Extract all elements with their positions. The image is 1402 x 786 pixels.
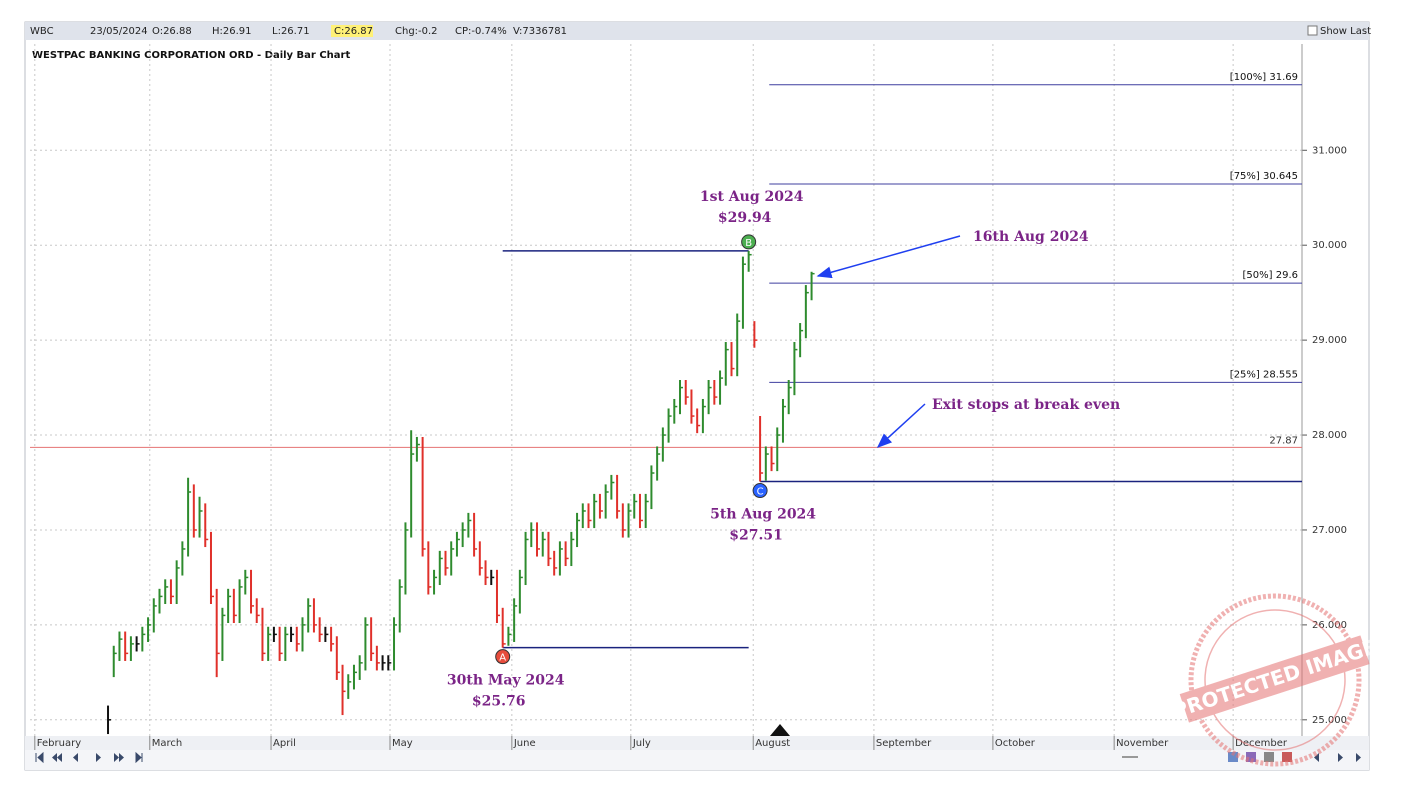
chart-title: WESTPAC BANKING CORPORATION ORD - Daily … bbox=[32, 50, 350, 61]
x-tick-label: June bbox=[513, 738, 536, 749]
point-price: $27.51 bbox=[729, 528, 783, 544]
point-date: 1st Aug 2024 bbox=[700, 189, 804, 205]
level-label: [100%] 31.69 bbox=[1230, 72, 1298, 83]
point-date: 5th Aug 2024 bbox=[710, 507, 816, 523]
change: Chg:-0.2 bbox=[395, 26, 438, 37]
current-date-marker bbox=[770, 724, 790, 736]
y-tick-label: 28.000 bbox=[1312, 430, 1347, 441]
price-line-label: 27.87 bbox=[1269, 435, 1298, 446]
nav-buttons[interactable] bbox=[35, 751, 1361, 764]
close: C:26.87 bbox=[334, 26, 373, 37]
point-marker bbox=[741, 234, 757, 250]
low: L:26.71 bbox=[272, 26, 310, 37]
point-date: 30th May 2024 bbox=[447, 673, 565, 689]
y-tick-label: 26.000 bbox=[1312, 620, 1347, 631]
x-axis-strip bbox=[25, 736, 1369, 750]
plot: 25.000 26.000 27.000 28.000 29.000 30.000 31.0… bbox=[30, 44, 1347, 750]
arrow bbox=[816, 235, 961, 279]
x-tick-label: August bbox=[755, 738, 790, 749]
point-marker bbox=[495, 649, 511, 665]
point-marker-label: A bbox=[499, 653, 506, 664]
change-pct: CP:-0.74% bbox=[455, 26, 507, 37]
annotation: Exit stops at break even bbox=[932, 397, 1120, 413]
x-tick-label: July bbox=[632, 738, 651, 749]
point-marker-label: C bbox=[757, 487, 764, 498]
volume: V:7336781 bbox=[513, 26, 567, 37]
open: O:26.88 bbox=[152, 26, 192, 37]
y-tick-label: 29.000 bbox=[1312, 335, 1347, 346]
y-tick-label: 25.000 bbox=[1312, 715, 1347, 726]
point-price: $29.94 bbox=[718, 210, 772, 226]
x-tick-label: April bbox=[273, 738, 296, 749]
x-tick-label: February bbox=[37, 738, 81, 749]
level-label: [50%] 29.6 bbox=[1243, 270, 1298, 281]
x-tick-label: October bbox=[995, 738, 1036, 749]
point-marker-label: B bbox=[745, 238, 752, 249]
show-last-checkbox[interactable] bbox=[1307, 25, 1318, 36]
annotation: 16th Aug 2024 bbox=[973, 229, 1089, 245]
level-label: [25%] 28.555 bbox=[1230, 369, 1298, 380]
symbol: WBC bbox=[30, 26, 54, 37]
x-tick-label: September bbox=[876, 738, 932, 749]
point-price: $25.76 bbox=[472, 694, 526, 710]
date: 23/05/2024 bbox=[90, 26, 148, 37]
x-tick-label: November bbox=[1116, 738, 1169, 749]
y-tick-label: 30.000 bbox=[1312, 240, 1347, 251]
point-marker bbox=[752, 483, 768, 499]
level-label: [75%] 30.645 bbox=[1230, 171, 1298, 182]
arrow bbox=[876, 403, 926, 449]
nav-bar bbox=[25, 750, 1369, 770]
y-tick-label: 31.000 bbox=[1312, 145, 1347, 156]
show-last[interactable]: Show Last bbox=[1320, 26, 1371, 37]
x-tick-label: March bbox=[152, 738, 182, 749]
frame bbox=[24, 21, 1370, 771]
close-highlight bbox=[331, 25, 373, 37]
y-tick-label: 27.000 bbox=[1312, 525, 1347, 536]
x-tick-label: May bbox=[392, 738, 413, 749]
high: H:26.91 bbox=[212, 26, 252, 37]
x-tick-label: December bbox=[1235, 738, 1288, 749]
